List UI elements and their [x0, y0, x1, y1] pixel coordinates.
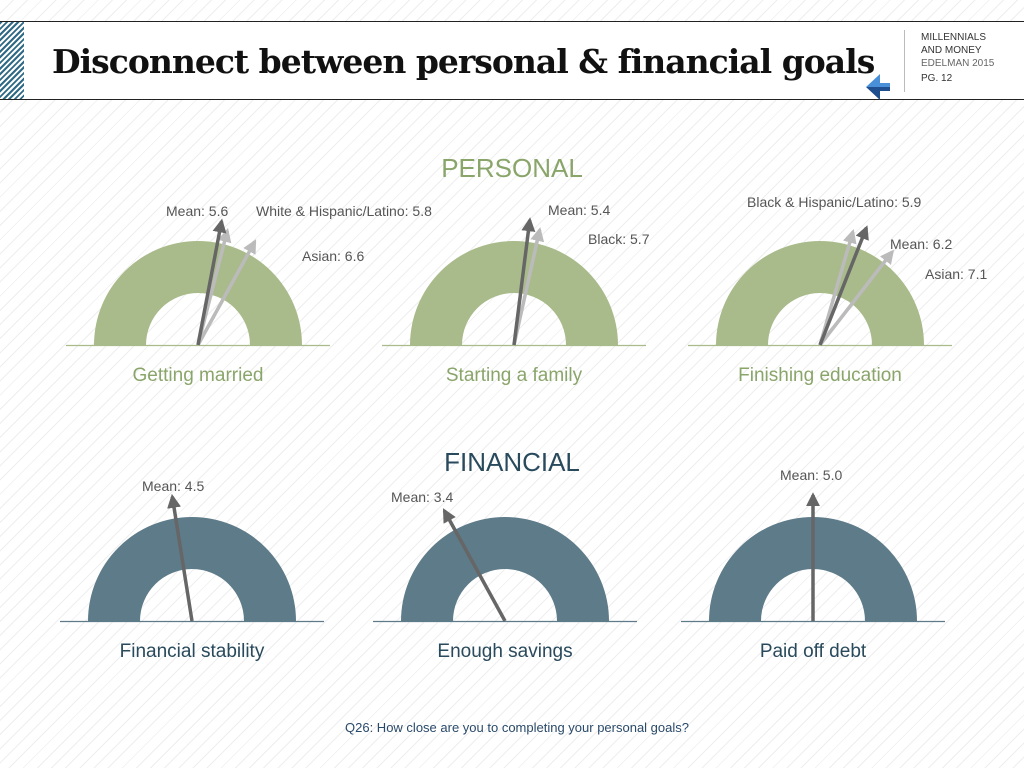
annotation-getting-married-asian-6-6: Asian: 6.6: [302, 248, 364, 264]
annotation-starting-a-family-mean-5-4: Mean: 5.4: [548, 202, 610, 218]
gauge-pointer-getting-married-asian-6-6: [196, 239, 257, 346]
gauge-pointer-starting-a-family-mean-5-4: [512, 217, 536, 346]
annotation-finishing-education-asian-7-1: Asian: 7.1: [925, 266, 987, 282]
brand-block: MILLENNIALS AND MONEY EDELMAN 2015 PG. 1…: [921, 31, 1021, 85]
section-title-personal: PERSONAL: [441, 153, 583, 183]
gauge-label-starting-a-family: Starting a family: [446, 365, 583, 386]
annotation-getting-married-white-hispanic-latino-5-8: White & Hispanic/Latino: 5.8: [256, 203, 432, 219]
annotation-starting-a-family-black-5-7: Black: 5.7: [588, 231, 650, 247]
gauge-pointer-enough-savings-mean-3-4: [442, 508, 507, 622]
gauge-label-getting-married: Getting married: [133, 365, 264, 386]
gauge-pointer-finishing-education-asian-7-1: [818, 249, 895, 347]
footnote: Q26: How close are you to completing you…: [345, 720, 689, 735]
annotation-getting-married-mean-5-6: Mean: 5.6: [166, 203, 228, 219]
brand-divider: [904, 30, 905, 92]
annotation-enough-savings-mean-3-4: Mean: 3.4: [391, 489, 453, 505]
gauge-arc-enough-savings: [401, 517, 609, 621]
annotation-finishing-education-mean-6-2: Mean: 6.2: [890, 236, 952, 252]
gauge-arc-financial-stability: [88, 517, 296, 621]
arrow-down-right-icon: [866, 74, 890, 100]
gauge-label-financial-stability: Financial stability: [120, 641, 265, 662]
gauge-label-enough-savings: Enough savings: [437, 641, 572, 662]
page-title: Disconnect between personal & financial …: [52, 42, 875, 81]
brand-line-3: EDELMAN 2015: [921, 58, 995, 69]
annotation-financial-stability-mean-4-5: Mean: 4.5: [142, 478, 204, 494]
header-bar: Disconnect between personal & financial …: [0, 21, 1024, 100]
gauge-pointer-finishing-education-black-hispanic-latino-5-9: [818, 229, 857, 346]
annotation-paid-off-debt-mean-5-0: Mean: 5.0: [780, 467, 842, 483]
gauge-label-paid-off-debt: Paid off debt: [760, 641, 867, 662]
gauge-pointer-finishing-education-mean-6-2: [818, 225, 869, 346]
brand-line-2: AND MONEY: [921, 45, 982, 56]
section-title-financial: FINANCIAL: [444, 447, 580, 477]
annotation-finishing-education-black-hispanic-latino-5-9: Black & Hispanic/Latino: 5.9: [747, 194, 922, 210]
gauge-arc-finishing-education: [716, 241, 924, 345]
header-stripe-decoration: [0, 22, 24, 99]
brand-line-1: MILLENNIALS: [921, 32, 987, 43]
gauge-arc-getting-married: [94, 241, 302, 345]
page-number: PG. 12: [921, 73, 953, 84]
gauge-pointer-starting-a-family-black-5-7: [512, 227, 545, 346]
gauge-arc-starting-a-family: [410, 241, 618, 345]
gauge-pointer-financial-stability-mean-4-5: [167, 493, 194, 622]
gauge-label-finishing-education: Finishing education: [738, 365, 902, 386]
gauge-pointer-getting-married-mean-5-6: [196, 218, 227, 346]
